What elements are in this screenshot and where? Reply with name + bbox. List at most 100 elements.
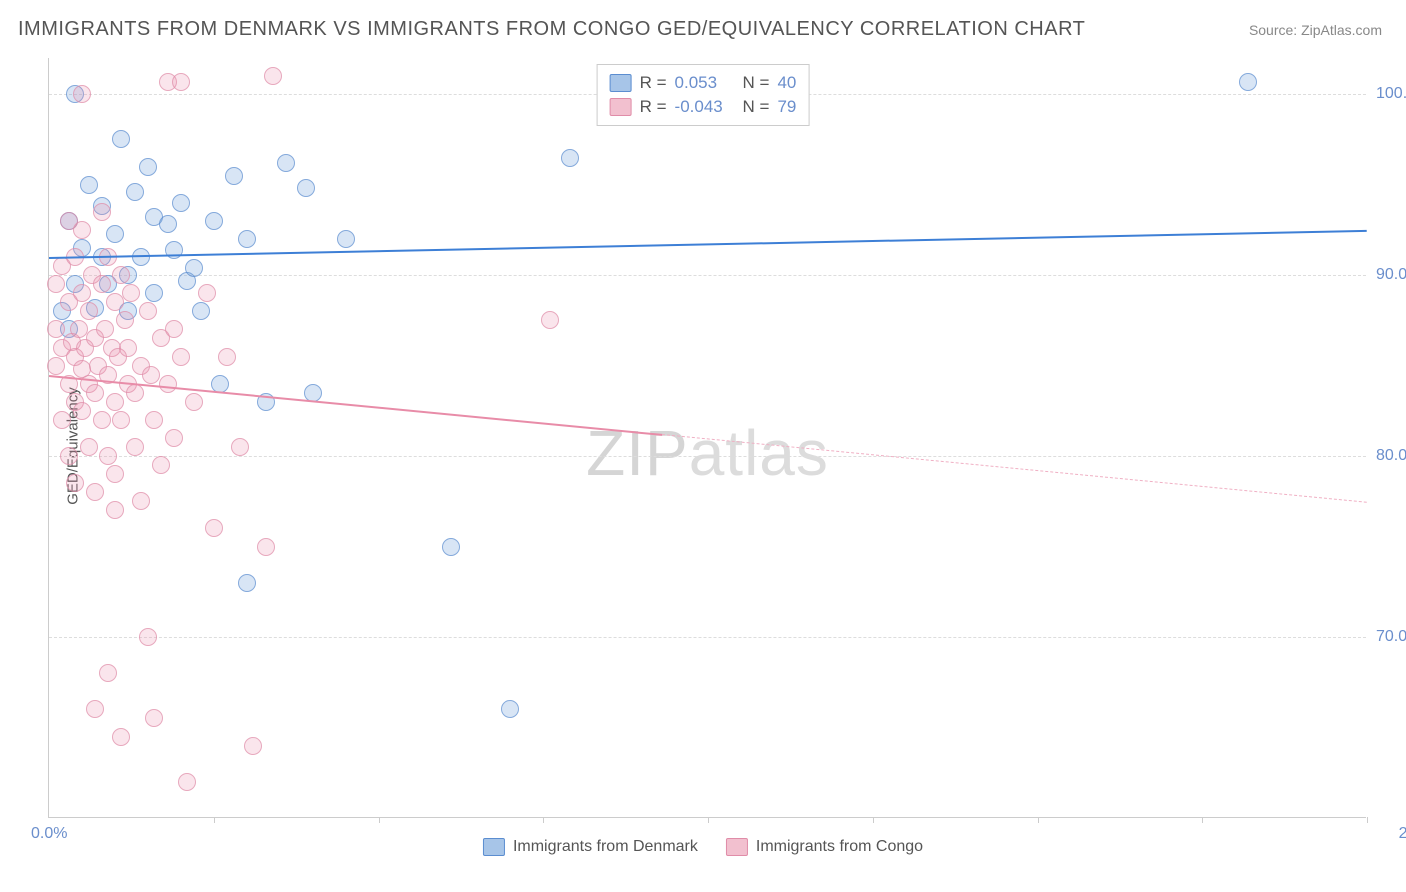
data-point xyxy=(172,194,190,212)
y-tick-label: 80.0% xyxy=(1376,447,1406,465)
x-tick-mark xyxy=(1038,817,1039,823)
data-point xyxy=(152,456,170,474)
swatch-congo xyxy=(610,98,632,116)
data-point xyxy=(93,411,111,429)
data-point xyxy=(244,737,262,755)
x-tick-mark xyxy=(379,817,380,823)
chart-title: IMMIGRANTS FROM DENMARK VS IMMIGRANTS FR… xyxy=(18,18,1085,41)
data-point xyxy=(139,158,157,176)
data-point xyxy=(126,183,144,201)
n-value-denmark: 40 xyxy=(777,73,796,93)
data-point xyxy=(541,311,559,329)
data-point xyxy=(159,375,177,393)
n-value-congo: 79 xyxy=(777,97,796,117)
legend-row-congo: R = -0.043 N = 79 xyxy=(610,95,797,119)
r-value-congo: -0.043 xyxy=(675,97,735,117)
data-point xyxy=(185,393,203,411)
data-point xyxy=(165,429,183,447)
data-point xyxy=(106,293,124,311)
data-point xyxy=(132,492,150,510)
data-point xyxy=(264,67,282,85)
data-point xyxy=(126,384,144,402)
y-tick-label: 70.0% xyxy=(1376,628,1406,646)
gridline xyxy=(49,456,1366,457)
swatch-congo-icon xyxy=(726,838,748,856)
data-point xyxy=(73,85,91,103)
data-point xyxy=(126,438,144,456)
data-point xyxy=(192,302,210,320)
data-point xyxy=(47,357,65,375)
data-point xyxy=(60,447,78,465)
gridline xyxy=(49,637,1366,638)
data-point xyxy=(218,348,236,366)
legend-item-denmark: Immigrants from Denmark xyxy=(483,838,698,856)
data-point xyxy=(106,501,124,519)
source-attribution: Source: ZipAtlas.com xyxy=(1249,22,1382,38)
x-tick-mark xyxy=(1367,817,1368,823)
data-point xyxy=(178,773,196,791)
data-point xyxy=(86,700,104,718)
data-point xyxy=(80,302,98,320)
data-point xyxy=(86,483,104,501)
n-label: N = xyxy=(743,97,770,117)
data-point xyxy=(1239,73,1257,91)
data-point xyxy=(257,538,275,556)
data-point xyxy=(337,230,355,248)
y-tick-label: 90.0% xyxy=(1376,266,1406,284)
data-point xyxy=(47,275,65,293)
legend-label-congo: Immigrants from Congo xyxy=(756,838,923,856)
n-label: N = xyxy=(743,73,770,93)
data-point xyxy=(47,320,65,338)
legend-row-denmark: R = 0.053 N = 40 xyxy=(610,71,797,95)
data-point xyxy=(122,284,140,302)
gridline xyxy=(49,275,1366,276)
data-point xyxy=(73,402,91,420)
x-tick-max: 20.0% xyxy=(1399,825,1406,843)
data-point xyxy=(205,519,223,537)
x-tick-mark xyxy=(1202,817,1203,823)
r-value-denmark: 0.053 xyxy=(675,73,735,93)
data-point xyxy=(116,311,134,329)
data-point xyxy=(225,167,243,185)
data-point xyxy=(73,284,91,302)
data-point xyxy=(119,339,137,357)
data-point xyxy=(277,154,295,172)
data-point xyxy=(86,384,104,402)
data-point xyxy=(93,275,111,293)
data-point xyxy=(145,284,163,302)
data-point xyxy=(165,320,183,338)
swatch-denmark xyxy=(610,74,632,92)
data-point xyxy=(70,320,88,338)
data-point xyxy=(106,393,124,411)
data-point xyxy=(96,320,114,338)
data-point xyxy=(112,266,130,284)
legend-label-denmark: Immigrants from Denmark xyxy=(513,838,698,856)
x-tick-mark xyxy=(543,817,544,823)
legend-item-congo: Immigrants from Congo xyxy=(726,838,923,856)
data-point xyxy=(93,203,111,221)
data-point xyxy=(80,176,98,194)
r-label: R = xyxy=(640,97,667,117)
data-point xyxy=(139,628,157,646)
correlation-legend: R = 0.053 N = 40 R = -0.043 N = 79 xyxy=(597,64,810,126)
data-point xyxy=(501,700,519,718)
data-point xyxy=(205,212,223,230)
x-tick-mark xyxy=(873,817,874,823)
trend-line xyxy=(49,375,662,436)
data-point xyxy=(139,302,157,320)
x-tick-mark xyxy=(708,817,709,823)
data-point xyxy=(561,149,579,167)
x-tick-mark xyxy=(214,817,215,823)
data-point xyxy=(112,411,130,429)
watermark-thin: atlas xyxy=(689,417,829,489)
data-point xyxy=(106,225,124,243)
data-point xyxy=(145,709,163,727)
data-point xyxy=(172,348,190,366)
data-point xyxy=(106,465,124,483)
data-point xyxy=(66,474,84,492)
data-point xyxy=(231,438,249,456)
trend-line xyxy=(662,434,1367,503)
r-label: R = xyxy=(640,73,667,93)
data-point xyxy=(198,284,216,302)
scatter-plot-area: ZIPatlas 70.0%80.0%90.0%100.0%0.0%20.0% xyxy=(48,58,1366,818)
